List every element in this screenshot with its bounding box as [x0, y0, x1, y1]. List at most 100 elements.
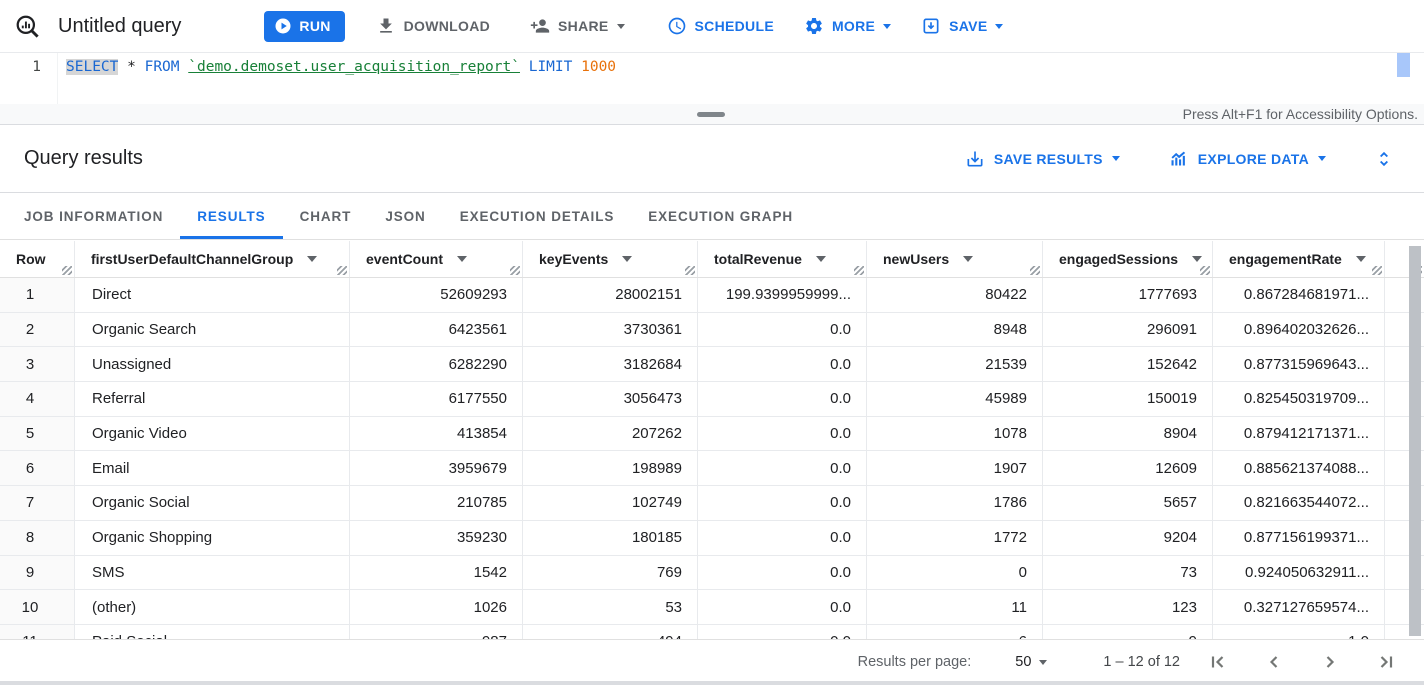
column-header-engagementRate[interactable]: engagementRate: [1213, 241, 1385, 277]
more-button[interactable]: MORE: [804, 16, 892, 36]
column-resize-grip[interactable]: [62, 266, 72, 275]
column-menu-caret-icon[interactable]: [622, 256, 633, 262]
table-cell: 0.0: [698, 416, 867, 451]
table-cell: 0.821663544072...: [1213, 486, 1385, 520]
table-cell: 8948: [867, 312, 1043, 347]
table-cell: 1772: [867, 520, 1043, 555]
query-tab-title[interactable]: Untitled query: [58, 14, 182, 37]
query-results-title: Query results: [24, 147, 143, 169]
schedule-button[interactable]: SCHEDULE: [667, 16, 774, 36]
table-row: 4 Referral 6177550 3056473 0.0 45989 150019 0.8…: [0, 382, 1424, 417]
column-header-label: Row: [16, 251, 46, 267]
column-header-totalRevenue[interactable]: totalRevenue: [698, 241, 867, 277]
table-cell: Organic Shopping: [75, 520, 350, 555]
column-header-newUsers[interactable]: newUsers: [867, 241, 1043, 277]
column-menu-caret-icon[interactable]: [1192, 256, 1203, 262]
sql-editor[interactable]: 1 SELECT * FROM `demo.demoset.user_acqui…: [0, 52, 1424, 105]
column-menu-caret-icon[interactable]: [457, 256, 467, 262]
table-cell: 0.885621374088...: [1213, 451, 1385, 486]
table-cell: 28002151: [523, 278, 698, 312]
table-cell: 0.327127659574...: [1213, 590, 1385, 624]
table-cell: 0.877156199371...: [1213, 520, 1385, 555]
column-menu-caret-icon[interactable]: [963, 256, 974, 262]
results-per-page-label: Results per page:: [857, 654, 972, 670]
column-menu-caret-icon[interactable]: [307, 256, 318, 262]
run-button-label: RUN: [299, 18, 331, 34]
table-cell: 6177550: [350, 382, 523, 416]
column-header-keyEvents[interactable]: keyEvents: [523, 241, 698, 277]
table-cell: 102749: [523, 486, 698, 520]
column-resize-grip[interactable]: [1030, 266, 1040, 275]
save-results-button[interactable]: SAVE RESULTS: [965, 149, 1120, 169]
explore-data-label: EXPLORE DATA: [1197, 150, 1309, 167]
table-cell: 0.867284681971...: [1213, 278, 1385, 312]
download-button[interactable]: DOWNLOAD: [376, 16, 490, 36]
column-resize-grip[interactable]: [1200, 266, 1210, 275]
column-resize-grip[interactable]: [1372, 266, 1382, 275]
table-cell: 210785: [350, 486, 523, 520]
download-icon: [376, 16, 396, 36]
tab-results[interactable]: RESULTS: [180, 193, 283, 239]
last-page-button[interactable]: [1374, 650, 1398, 674]
table-scrollbar[interactable]: [1409, 246, 1421, 636]
column-menu-caret-icon[interactable]: [815, 256, 826, 262]
column-resize-grip[interactable]: [337, 266, 347, 275]
table-cell: 769: [523, 555, 698, 590]
share-button-label: SHARE: [558, 18, 609, 34]
row-number-cell: 10: [0, 590, 75, 624]
table-cell: 413854: [350, 416, 523, 451]
column-header-row[interactable]: Row: [0, 241, 75, 277]
sql-keyword-select: SELECT: [66, 59, 119, 75]
sql-table-reference-link[interactable]: `demo.demoset.user_acquisition_report`: [188, 59, 520, 75]
tab-execution-details[interactable]: EXECUTION DETAILS: [459, 208, 615, 224]
column-header-firstUserDefaultChannelGroup[interactable]: firstUserDefaultChannelGroup: [75, 241, 350, 277]
page-size-select[interactable]: 50: [1015, 654, 1048, 670]
column-resize-grip[interactable]: [854, 266, 864, 275]
table-cell: 0.924050632911...: [1213, 555, 1385, 590]
table-row: 10 (other) 1026 53 0.0 11 123 0.327127659574...: [0, 590, 1424, 625]
window-bottom-edge: [0, 681, 1424, 685]
first-page-button[interactable]: [1206, 650, 1230, 674]
sql-code-line[interactable]: SELECT * FROM `demo.demoset.user_acquisi…: [66, 59, 616, 75]
table-cell: 180185: [523, 520, 698, 555]
panel-resize-handle[interactable]: [697, 112, 725, 117]
query-editor-toolbar: Untitled query RUN DOWNLOAD SHARE: [0, 0, 1424, 52]
sql-keyword-limit: LIMIT: [528, 59, 573, 75]
column-resize-grip[interactable]: [685, 266, 695, 275]
table-cell: 3056473: [523, 382, 698, 416]
table-cell: 1.0: [1213, 624, 1385, 639]
previous-page-button[interactable]: [1262, 650, 1286, 674]
tab-json[interactable]: JSON: [385, 208, 426, 224]
table-cell: 53: [523, 590, 698, 624]
tab-execution-graph[interactable]: EXECUTION GRAPH: [648, 208, 794, 224]
tab-chart[interactable]: CHART: [299, 208, 352, 224]
page-size-value: 50: [1015, 654, 1032, 670]
column-resize-grip[interactable]: [510, 266, 520, 275]
explore-data-chart-icon: [1168, 148, 1189, 169]
table-cell: 1907: [867, 451, 1043, 486]
sql-limit-value: 1000: [581, 59, 617, 75]
table-cell: 152642: [1043, 347, 1213, 382]
chevron-down-icon: [883, 23, 892, 29]
table-cell: 73: [1043, 555, 1213, 590]
next-page-button[interactable]: [1318, 650, 1342, 674]
table-cell: SMS: [75, 555, 350, 590]
gear-icon: [804, 16, 824, 36]
tab-job-information[interactable]: JOB INFORMATION: [24, 208, 164, 224]
table-cell: 6423561: [350, 312, 523, 347]
download-button-label: DOWNLOAD: [403, 18, 491, 34]
table-cell: 0.0: [698, 312, 867, 347]
column-header-engagedSessions[interactable]: engagedSessions: [1043, 241, 1213, 277]
save-button[interactable]: SAVE: [921, 16, 1004, 36]
table-cell: Email: [75, 451, 350, 486]
editor-scrollbar[interactable]: [1397, 53, 1410, 77]
column-menu-caret-icon[interactable]: [1355, 256, 1366, 262]
column-header-eventCount[interactable]: eventCount: [350, 241, 523, 277]
share-button[interactable]: SHARE: [530, 16, 625, 36]
table-scrollbar-thumb[interactable]: [1409, 246, 1421, 636]
run-button[interactable]: RUN: [264, 10, 345, 42]
row-number-cell: 8: [0, 520, 75, 555]
explore-data-button[interactable]: EXPLORE DATA: [1168, 148, 1326, 169]
expand-results-button[interactable]: [1374, 148, 1394, 170]
table-cell: 198989: [523, 451, 698, 486]
